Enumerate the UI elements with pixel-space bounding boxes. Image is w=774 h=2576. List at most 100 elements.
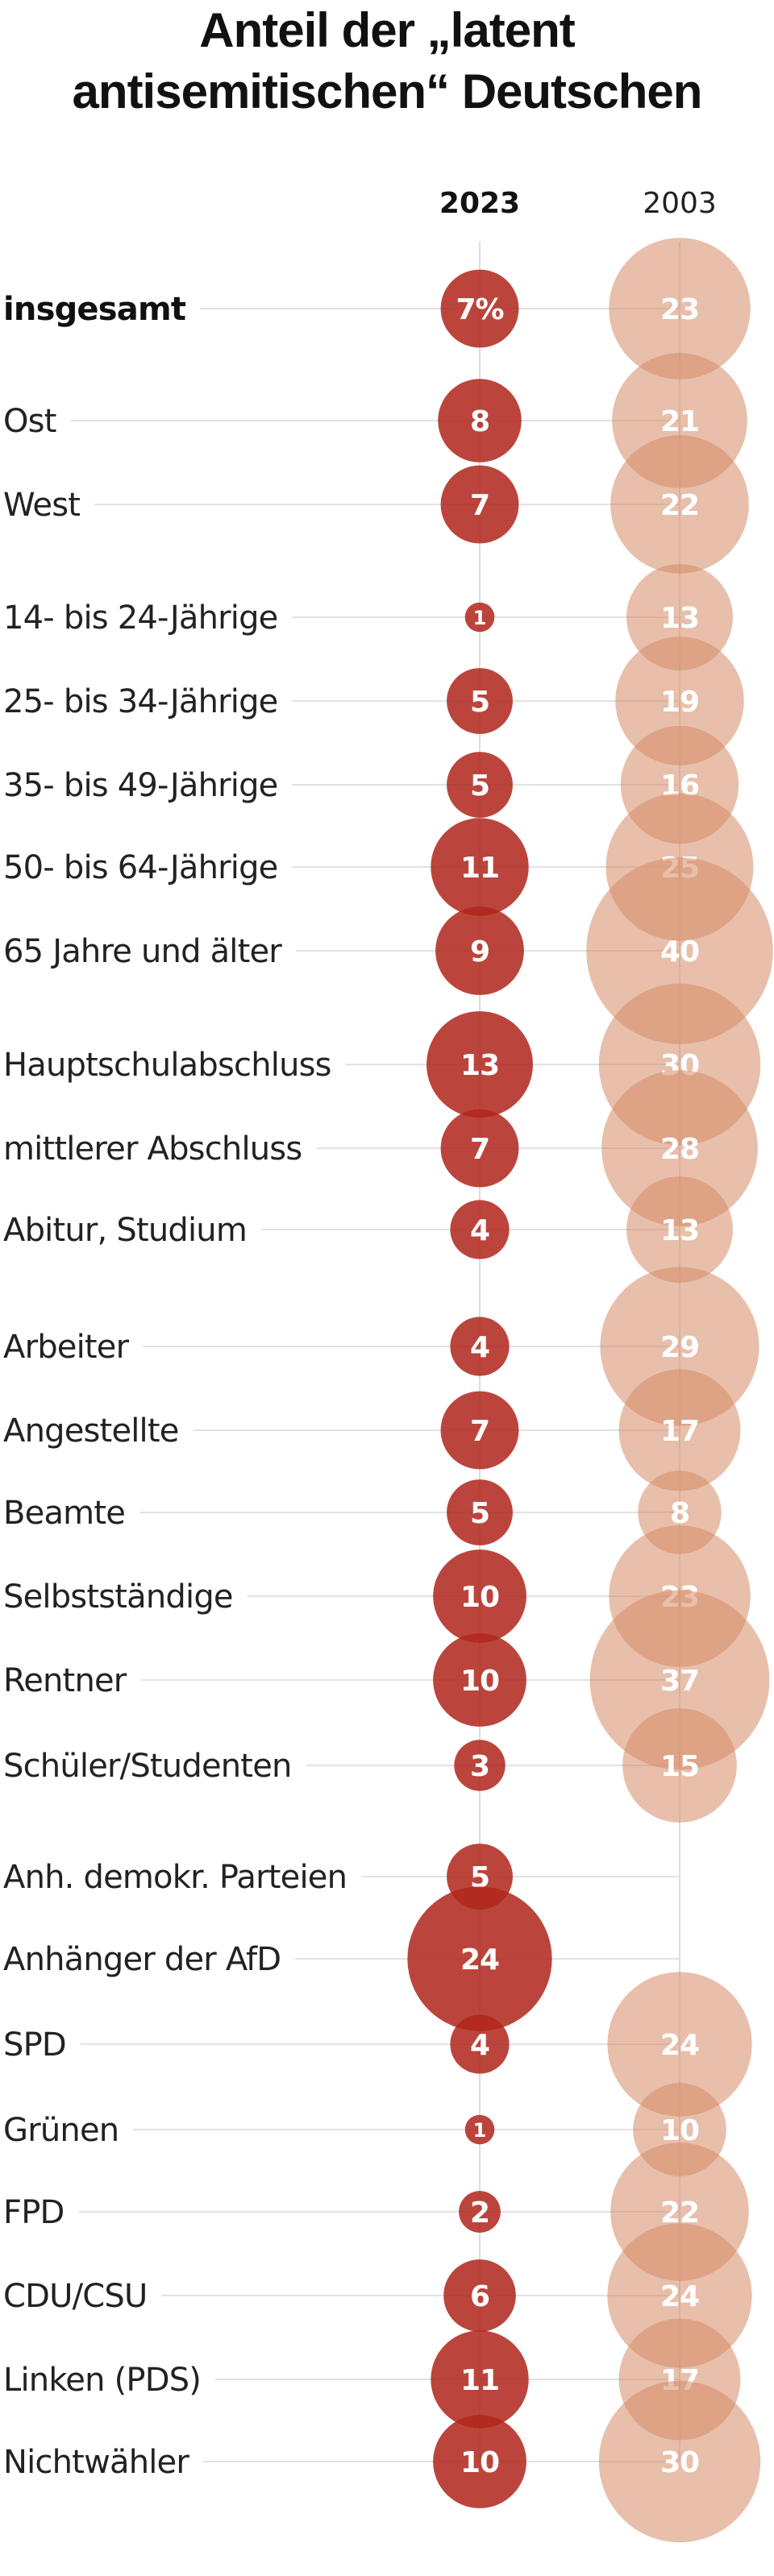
value-label-2023: 3	[470, 1750, 489, 1783]
column-header-2003: 2003	[643, 187, 717, 220]
series-2003: 2321221319162540302813291782337152410222…	[586, 238, 773, 2543]
bubble-2023	[450, 2014, 510, 2074]
category-label: Nichtwähler	[3, 2444, 189, 2481]
value-label-2003: 37	[660, 1665, 699, 1698]
bubble-2023	[450, 1200, 510, 1259]
chart-title-line-2: antisemitischen“ Deutschen	[73, 64, 702, 118]
value-label-2023: 1	[473, 607, 487, 629]
bubble-2003	[626, 1176, 733, 1283]
bubble-2003	[609, 238, 751, 380]
bubble-2003	[615, 637, 744, 765]
bubble-2023	[450, 1317, 510, 1376]
value-label-2023: 13	[460, 1049, 499, 1082]
value-label-2023: 11	[460, 852, 499, 885]
value-label-2003: 17	[660, 1415, 699, 1448]
value-label-2023: 7	[470, 1133, 489, 1166]
bubble-2023	[440, 269, 519, 348]
bubble-2003	[586, 857, 773, 1044]
value-label-2023: 10	[460, 1665, 499, 1698]
bubble-2023	[447, 668, 513, 734]
value-label-2003: 23	[660, 293, 699, 326]
bubble-2023	[454, 1740, 506, 1791]
bubble-2023	[440, 1109, 519, 1188]
category-label: Hauptschulabschluss	[3, 1047, 331, 1084]
value-label-2023: 5	[470, 769, 489, 803]
value-label-2003: 29	[660, 1331, 699, 1364]
value-label-2003: 15	[660, 1750, 699, 1783]
value-label-2003: 8	[670, 1497, 689, 1530]
value-label-2023: 4	[470, 2029, 489, 2062]
value-label-2023: 5	[470, 686, 489, 719]
bubble-2023	[464, 2114, 495, 2145]
category-labels: insgesamt Ost West 14- bis 24-Jährige 25- bi…	[3, 291, 347, 2481]
value-label-2023: 10	[460, 2446, 499, 2479]
value-label-2023: 24	[460, 1943, 499, 1977]
bubble-2023	[440, 1391, 519, 1470]
bubble-2023	[464, 602, 495, 633]
bubble-2023	[431, 818, 529, 916]
value-label-2003: 13	[660, 1214, 699, 1247]
value-label-2003: 24	[660, 2029, 699, 2062]
value-label-2023: 9	[470, 935, 489, 969]
bubble-2003	[607, 1972, 752, 2117]
category-label: Schüler/Studenten	[3, 1748, 292, 1785]
value-label-2023: 4	[470, 1331, 489, 1364]
value-label-2023: 2	[470, 2196, 489, 2230]
value-label-2023: 7	[470, 1415, 489, 1448]
category-label: CDU/CSU	[3, 2278, 147, 2315]
category-label: insgesamt	[3, 291, 186, 328]
bubble-2023	[407, 1886, 552, 2031]
category-label: Anh. demokr. Parteien	[3, 1859, 347, 1896]
value-label-2003: 40	[660, 935, 699, 969]
value-label-2023: 4	[470, 1214, 489, 1247]
value-label-2003: 19	[660, 686, 699, 719]
value-label-2023: 6	[470, 2280, 489, 2313]
bubble-2023	[433, 1633, 526, 1727]
value-label-2003: 21	[660, 405, 699, 438]
bubble-2003	[622, 1708, 737, 1823]
category-label: Angestellte	[3, 1412, 179, 1450]
value-label-2023: 10	[460, 1581, 499, 1614]
bubble-2023	[443, 2259, 516, 2332]
chart-title-line-1: Anteil der „latent	[199, 3, 575, 57]
value-label-2023: 11	[460, 2364, 499, 2397]
category-label: Abitur, Studium	[3, 1212, 247, 1249]
bubble-2023	[435, 906, 524, 995]
gridlines	[70, 242, 680, 2462]
value-label-2023: 8	[470, 405, 489, 438]
bubble-2023	[433, 2415, 526, 2508]
category-label: Anhänger der AfD	[3, 1941, 281, 1978]
category-label: Grünen	[3, 2112, 119, 2149]
category-label: Arbeiter	[3, 1329, 130, 1366]
value-label-2023: 7	[470, 489, 489, 522]
category-label: Linken (PDS)	[3, 2362, 201, 2399]
bubble-2023	[438, 379, 522, 463]
bubble-2003	[601, 1070, 758, 1226]
value-label-2023: 7%	[456, 293, 503, 326]
value-label-2003: 24	[660, 2280, 699, 2313]
value-label-2003: 10	[660, 2114, 699, 2147]
value-label-2003: 30	[660, 2446, 699, 2479]
bubble-2003	[618, 1369, 741, 1491]
column-header-2023: 2023	[439, 187, 520, 220]
category-label: Rentner	[3, 1662, 127, 1699]
category-label: 35- bis 49-Jährige	[3, 767, 277, 804]
value-label-2023: 1	[473, 2119, 487, 2142]
category-label: 50- bis 64-Jährige	[3, 849, 277, 886]
category-label: 65 Jahre und älter	[3, 933, 282, 970]
category-label: Selbstständige	[3, 1578, 233, 1616]
category-label: FPD	[3, 2194, 64, 2231]
bubble-2023	[447, 1479, 513, 1545]
value-label-2003: 22	[660, 489, 699, 522]
category-label: 14- bis 24-Jährige	[3, 599, 277, 637]
bubble-2003	[610, 435, 749, 574]
category-label: West	[3, 487, 80, 524]
category-label: Ost	[3, 403, 56, 440]
bubble-2023	[447, 752, 513, 818]
bubble-2003	[598, 2380, 761, 2543]
bubble-2023	[427, 1011, 533, 1118]
category-label: Beamte	[3, 1495, 125, 1532]
bubble-2023	[440, 465, 519, 544]
